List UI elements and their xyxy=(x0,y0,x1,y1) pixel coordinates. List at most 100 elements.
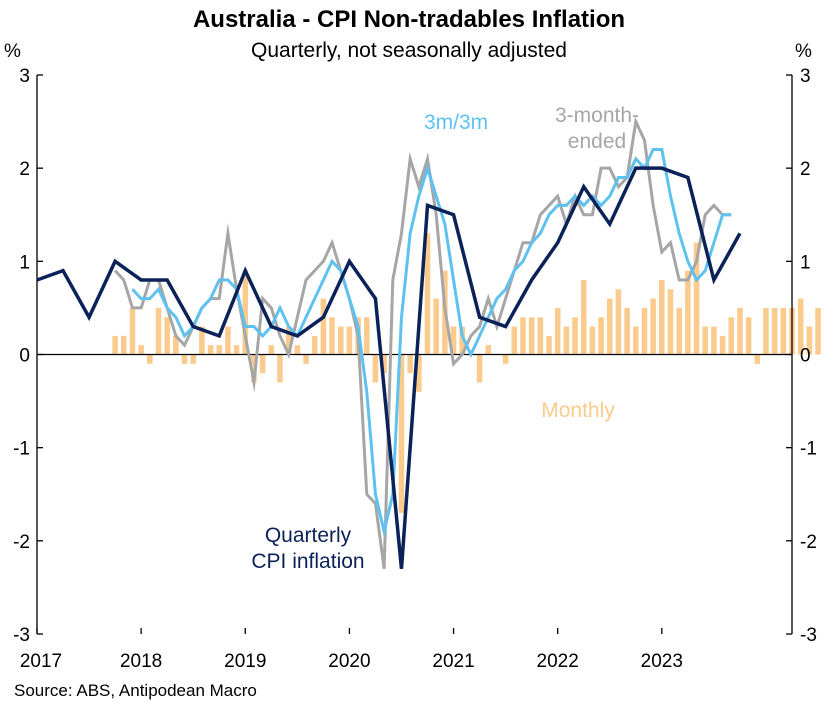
monthly-bar xyxy=(528,317,535,355)
line-3m3m xyxy=(131,148,732,539)
monthly-bar xyxy=(190,354,196,364)
monthly-bar xyxy=(121,335,127,355)
x-tick-label: 2019 xyxy=(224,651,266,672)
monthly-bar xyxy=(537,317,544,355)
line-3-month-ended xyxy=(114,116,732,569)
monthly-bar xyxy=(511,326,518,355)
monthly-bar xyxy=(199,326,205,355)
right-y-tick-label: -3 xyxy=(800,625,817,646)
monthly-bar xyxy=(728,317,735,355)
monthly-bar xyxy=(207,345,214,355)
monthly-bar xyxy=(372,354,379,383)
monthly-bar xyxy=(363,317,370,355)
monthly-bar xyxy=(685,270,691,355)
right-unit-label: % xyxy=(795,41,812,62)
monthly-bar xyxy=(676,307,682,355)
monthly-bar xyxy=(667,289,674,355)
source-note: Source: ABS, Antipodean Macro xyxy=(14,681,257,700)
x-tick-label: 2020 xyxy=(328,651,370,672)
monthly-bar xyxy=(268,345,275,355)
monthly-bar xyxy=(155,307,162,355)
axes: -3 -3 -2 -2 -1 -1 0 0 1 1 2 2 3 3 2017 2018 2019 2020 2021… xyxy=(13,66,817,672)
monthly-bar xyxy=(233,345,240,355)
monthly-bar xyxy=(433,298,439,355)
monthly-bar xyxy=(459,326,465,355)
monthly-bar xyxy=(277,354,283,383)
monthly-bar xyxy=(138,345,144,355)
monthly-bar xyxy=(624,307,630,355)
monthly-bar xyxy=(216,345,223,355)
annotation-monthly: Monthly xyxy=(541,399,615,422)
monthly-bar xyxy=(381,354,387,374)
monthly-bar xyxy=(754,354,761,364)
monthly-bar xyxy=(598,317,604,355)
monthly-bar xyxy=(572,317,578,355)
monthly-bar xyxy=(164,317,170,355)
left-y-tick-label: -3 xyxy=(13,625,30,646)
right-y-tick-label: -1 xyxy=(800,439,817,460)
left-y-tick-label: 0 xyxy=(19,346,30,367)
monthly-bar xyxy=(416,354,422,392)
left-y-tick-label: 2 xyxy=(19,159,30,180)
monthly-bar xyxy=(320,298,327,355)
monthly-bar xyxy=(580,279,587,355)
monthly-bar xyxy=(485,345,492,355)
right-y-tick-label: 2 xyxy=(800,159,811,180)
right-y-tick-label: 0 xyxy=(800,346,811,367)
monthly-bar xyxy=(815,307,821,355)
left-y-tick-label: 3 xyxy=(19,66,30,87)
x-tick-label: 2018 xyxy=(120,651,162,672)
monthly-bar xyxy=(147,354,153,364)
monthly-bar xyxy=(337,326,344,355)
monthly-bar xyxy=(520,317,526,355)
right-y-tick-label: -2 xyxy=(800,532,817,553)
monthly-bar xyxy=(329,317,335,355)
monthly-bar xyxy=(546,335,552,355)
monthly-bar xyxy=(311,335,318,355)
monthly-bar xyxy=(589,326,596,355)
monthly-bar xyxy=(641,307,648,355)
monthly-bar xyxy=(303,354,309,364)
monthly-bar xyxy=(737,307,743,355)
monthly-bar xyxy=(702,326,708,355)
annotation-quarterly-line1: Quarterly xyxy=(265,524,352,547)
monthly-bar xyxy=(502,354,509,364)
monthly-bar xyxy=(407,354,413,374)
chart-subtitle: Quarterly, not seasonally adjusted xyxy=(251,39,567,62)
monthly-bar xyxy=(181,354,188,364)
monthly-bar xyxy=(659,279,665,355)
annotation-3m3m: 3m/3m xyxy=(424,111,488,134)
x-tick-label: 2021 xyxy=(432,651,474,672)
monthly-bar xyxy=(606,298,613,355)
monthly-bar xyxy=(242,270,249,355)
monthly-bar xyxy=(711,326,717,355)
monthly-bar xyxy=(398,354,405,513)
monthly-bar xyxy=(771,307,778,355)
x-tick-label: 2023 xyxy=(641,651,683,672)
monthly-bar xyxy=(780,307,787,355)
monthly-bar xyxy=(173,335,179,355)
x-tick-label: 2017 xyxy=(20,651,62,672)
chart-title: Australia - CPI Non-tradables Inflation xyxy=(193,6,625,33)
monthly-bar xyxy=(719,335,726,355)
series-lines xyxy=(36,116,742,569)
right-y-tick-label: 3 xyxy=(800,66,811,87)
monthly-bar xyxy=(112,335,118,355)
monthly-bar xyxy=(554,307,561,355)
monthly-bar xyxy=(476,354,483,383)
monthly-bar xyxy=(615,289,622,355)
monthly-bar xyxy=(129,307,136,355)
monthly-bar xyxy=(797,298,804,355)
monthly-bar xyxy=(294,345,301,355)
monthly-bar xyxy=(650,298,656,355)
annotation-3-month-ended-line1: 3-month- xyxy=(555,104,639,127)
monthly-bar xyxy=(259,354,266,374)
monthly-bar xyxy=(225,326,231,355)
monthly-bar xyxy=(745,317,752,355)
left-unit-label: % xyxy=(4,41,21,62)
monthly-bar xyxy=(346,326,353,355)
x-tick-label: 2022 xyxy=(537,651,579,672)
left-y-tick-label: 1 xyxy=(19,252,30,273)
annotation-quarterly-line2: CPI inflation xyxy=(251,550,364,573)
